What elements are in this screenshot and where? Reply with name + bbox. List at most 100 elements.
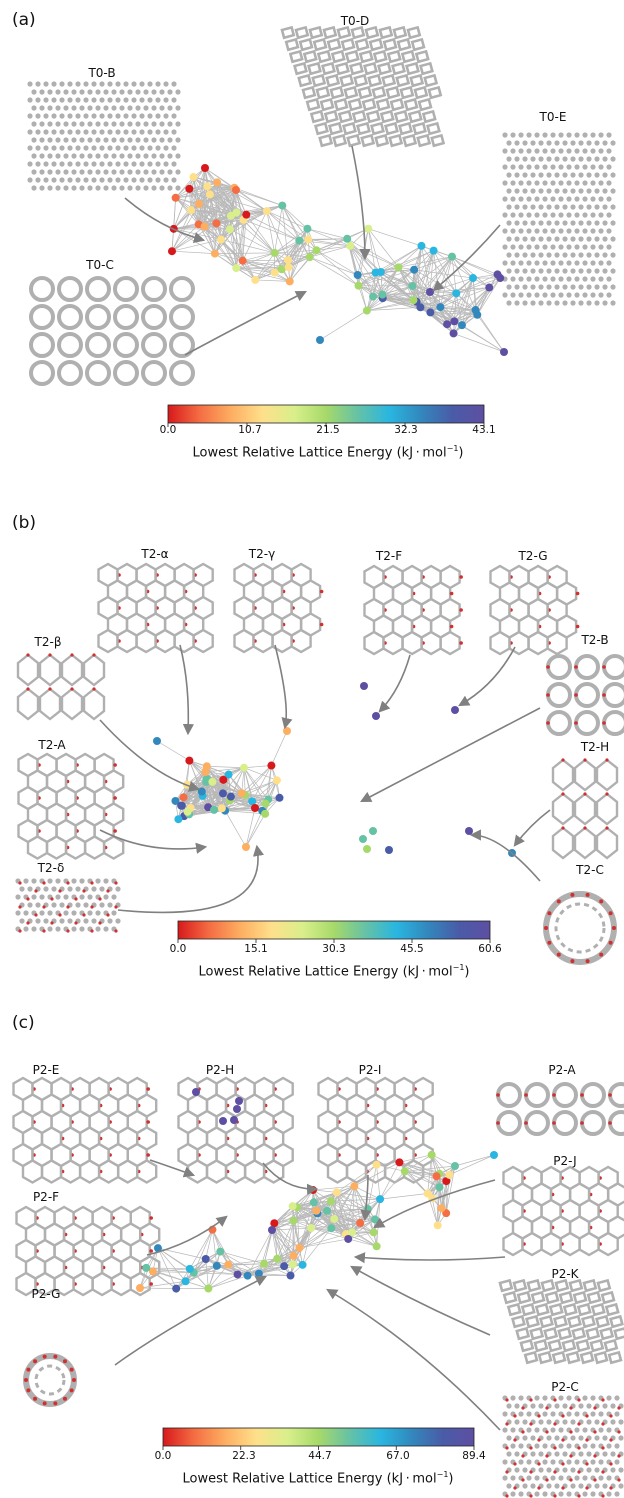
lattice-atom [526, 1427, 532, 1433]
graph-edge [216, 1265, 259, 1274]
lattice-atom [614, 1443, 620, 1449]
lattice-atom [47, 89, 53, 95]
lattice-atom [357, 85, 373, 100]
lattice-atom [561, 826, 565, 830]
lattice-atom [389, 97, 405, 112]
lattice-atom [119, 185, 125, 191]
graph-node [312, 1206, 321, 1215]
graph-edge [243, 767, 266, 804]
lattice-atom [489, 630, 511, 656]
lattice-atom [141, 360, 167, 386]
lattice-atom [539, 1314, 554, 1329]
graph-edge [472, 274, 498, 279]
graph-edge [380, 250, 434, 273]
graph-edge [276, 1247, 300, 1260]
lattice-atom [114, 881, 118, 885]
graph-edge [451, 256, 501, 279]
graph-node [217, 804, 226, 813]
colorbar-tick-b: 30.3 [322, 943, 346, 955]
lattice-atom [573, 792, 597, 826]
graph-edge [183, 760, 190, 798]
graph-edge [336, 1192, 381, 1200]
graph-node [181, 1277, 190, 1286]
lattice-atom [545, 1478, 549, 1482]
lattice-atom [59, 145, 65, 151]
lattice-atom [586, 140, 592, 146]
network-graph-b [15, 562, 624, 965]
graph-edge [175, 194, 210, 199]
lattice-atom [529, 1398, 533, 1402]
lattice-atom [529, 1470, 533, 1474]
lattice-atom [95, 89, 101, 95]
lattice-atom [590, 212, 596, 218]
lattice-atom [353, 73, 369, 88]
graph-node [224, 1260, 233, 1269]
lattice-atom [328, 121, 343, 136]
lattice-atom [27, 161, 33, 167]
lattice-atom [602, 1451, 608, 1457]
graph-edge [399, 1154, 432, 1163]
lattice-atom [562, 1302, 578, 1317]
lattice-atom [538, 300, 544, 306]
lattice-atom [115, 161, 121, 167]
lattice-atom [502, 1427, 508, 1433]
lattice-atom [514, 140, 520, 146]
lattice-atom [523, 1350, 539, 1365]
graph-edge [398, 267, 414, 301]
graph-node [353, 271, 362, 280]
lattice-atom [586, 252, 592, 258]
lattice-atom [606, 1395, 612, 1401]
graph-node [270, 268, 279, 277]
lattice-atom [606, 244, 612, 250]
lattice-atom [506, 1435, 512, 1441]
lattice-atom [103, 169, 109, 175]
graph-node [295, 236, 304, 245]
lattice-atom [566, 244, 572, 250]
lattice-atom [129, 1271, 151, 1297]
lattice-atom [542, 164, 548, 170]
lattice-atom [43, 113, 49, 119]
lattice-atom [602, 1483, 608, 1489]
structure-label-t0-d: T0-D [340, 14, 370, 28]
lattice-atom [42, 929, 46, 933]
lattice-atom [602, 654, 624, 680]
graph-edge [189, 810, 226, 815]
lattice-atom [51, 161, 57, 167]
graph-node [356, 1219, 365, 1228]
lattice-atom [562, 1403, 568, 1409]
lattice-atom [530, 188, 536, 194]
panel-c: (c) P2-E P2-H P2-I P2-A P2-J P2-F P2-K P… [0, 1005, 624, 1498]
lattice-atom [91, 129, 97, 135]
lattice-atom [155, 145, 161, 151]
lattice-atom [530, 1435, 536, 1441]
graph-edge [274, 228, 308, 254]
lattice-atom [378, 25, 394, 40]
lattice-atom [610, 1451, 616, 1457]
lattice-atom [538, 236, 544, 242]
lattice-atom [345, 1159, 368, 1184]
graph-node [303, 224, 312, 233]
lattice-atom [71, 169, 77, 175]
graph-edge [220, 239, 275, 254]
lattice-atom [171, 145, 177, 151]
lattice-atom [566, 228, 572, 234]
graph-node [295, 1243, 304, 1252]
graph-edge [412, 285, 431, 313]
lattice-atom [159, 185, 165, 191]
graph-node [323, 1206, 332, 1215]
colorbar-tick-a: 21.5 [316, 424, 340, 436]
graph-edge [206, 766, 232, 797]
graph-node [238, 256, 247, 265]
graph-edge [289, 256, 310, 282]
lattice-atom [337, 109, 353, 124]
lattice-atom [521, 1430, 525, 1434]
graph-edge [193, 1229, 213, 1273]
lattice-atom [50, 921, 54, 925]
lattice-atom [35, 129, 41, 135]
lattice-atom [602, 665, 606, 669]
colorbar [162, 1427, 475, 1447]
lattice-atom [614, 1491, 620, 1497]
lattice-atom [48, 653, 52, 657]
graph-edge [271, 1229, 278, 1259]
lattice-atom [595, 1314, 610, 1329]
